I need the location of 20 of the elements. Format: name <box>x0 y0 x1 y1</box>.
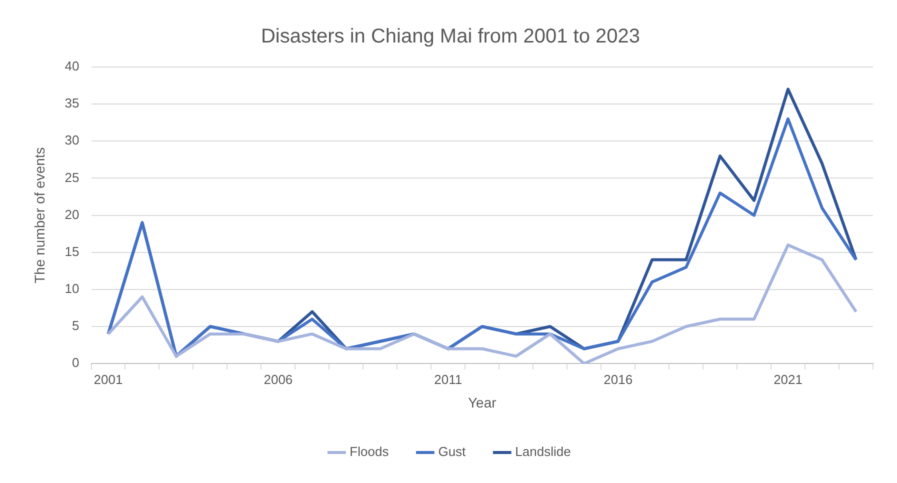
y-tick-label: 30 <box>64 132 80 148</box>
x-tick-label: 2021 <box>774 372 802 387</box>
y-tick-label: 35 <box>64 96 80 111</box>
x-tick-label: 2016 <box>604 372 633 387</box>
y-axis-title: The number of events <box>31 147 48 284</box>
y-tick-label: 5 <box>72 318 80 334</box>
y-tick-label: 15 <box>64 244 80 259</box>
y-tick-label: 40 <box>64 58 80 74</box>
x-tick-label: 2001 <box>94 372 123 387</box>
legend-label: Floods <box>350 444 390 460</box>
y-tick-label: 10 <box>64 281 80 296</box>
y-tick-label: 0 <box>72 355 80 370</box>
x-axis-title: Year <box>468 394 497 410</box>
x-tick-label: 2011 <box>434 372 462 387</box>
legend-label: Gust <box>438 444 466 460</box>
y-tick-label: 20 <box>64 206 80 222</box>
legend-label: Landslide <box>515 444 571 460</box>
chart-title: Disasters in Chiang Mai from 2001 to 2023 <box>260 26 640 48</box>
y-tick-label: 25 <box>64 170 80 185</box>
x-tick-label: 2006 <box>264 372 293 387</box>
